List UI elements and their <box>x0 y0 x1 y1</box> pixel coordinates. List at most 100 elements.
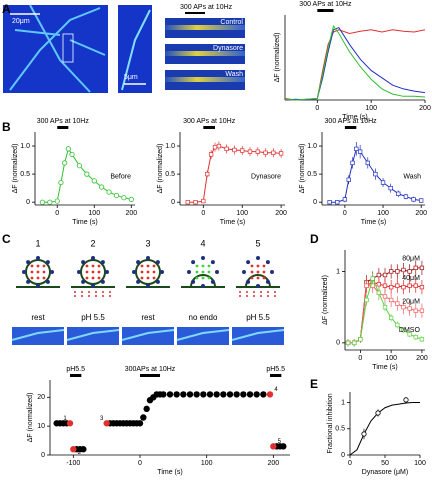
panel-label: B <box>2 120 11 134</box>
zoom-box <box>62 33 74 63</box>
dye <box>42 276 46 280</box>
marker <box>206 391 214 398</box>
x-tick-label: 0 <box>358 355 362 362</box>
y-axis-label: ΔF (normalized) <box>322 275 329 325</box>
marker <box>364 283 369 288</box>
y-tick-label: 0 <box>41 452 45 459</box>
proton <box>81 291 83 293</box>
marker <box>407 306 412 311</box>
stimulus-label: 300APs at 10Hz <box>125 366 176 373</box>
marker <box>113 192 120 199</box>
marker <box>407 269 412 274</box>
coat <box>242 270 246 274</box>
step-image <box>122 327 174 345</box>
coat <box>77 270 81 274</box>
dye <box>262 276 266 280</box>
marker <box>246 391 254 398</box>
marker <box>403 194 409 199</box>
proton <box>274 295 276 297</box>
dye <box>250 276 254 280</box>
stimulus-label: 300 APs at 10Hz <box>325 118 378 125</box>
marker <box>128 196 134 202</box>
stimulus-bar <box>70 374 82 377</box>
marker <box>270 443 277 450</box>
coat <box>26 260 31 265</box>
marker <box>395 269 400 274</box>
coat <box>191 279 196 284</box>
x-tick-label: 200 <box>267 460 279 467</box>
y-tick-label: 1.0 <box>307 143 317 150</box>
coat <box>270 270 274 274</box>
marker <box>186 391 194 398</box>
marker <box>200 391 207 398</box>
marker <box>376 272 381 278</box>
marker <box>65 146 71 152</box>
proton <box>74 295 76 297</box>
chart-label: Dynasore <box>251 173 281 180</box>
marker <box>370 276 375 281</box>
marker <box>213 391 220 398</box>
dye <box>97 264 101 268</box>
marker <box>413 308 418 313</box>
dye <box>201 270 205 274</box>
coat <box>36 256 40 260</box>
kymograph-label: Dynasore <box>213 45 243 52</box>
marker <box>278 151 284 156</box>
marker <box>66 420 74 427</box>
marker <box>419 337 425 342</box>
dye <box>152 264 156 268</box>
marker <box>401 327 406 333</box>
y-tick-label: 0 <box>341 452 345 459</box>
coat <box>26 279 31 284</box>
marker <box>382 272 388 278</box>
coat <box>81 279 86 284</box>
point-label: 5 <box>278 439 282 445</box>
proton <box>95 291 97 293</box>
dye <box>146 276 150 280</box>
step-number: 1 <box>35 238 40 248</box>
marker <box>373 171 378 177</box>
marker <box>419 198 424 203</box>
marker <box>401 304 406 310</box>
dye <box>140 276 144 280</box>
x-tick-label: 200 <box>415 210 427 217</box>
marker <box>216 143 222 149</box>
coat <box>155 279 160 284</box>
dye <box>256 270 260 274</box>
marker <box>193 391 200 398</box>
y-tick-label: 0 <box>336 340 340 347</box>
marker <box>354 146 359 151</box>
panel-label: A <box>2 2 11 16</box>
marker <box>160 391 167 398</box>
kymograph-stripe <box>165 25 245 30</box>
dye <box>85 264 89 268</box>
y-tick-label: 10 <box>37 423 45 430</box>
proton <box>267 291 269 293</box>
marker <box>407 283 412 288</box>
x-axis-label: Time (s) <box>372 364 397 371</box>
y-tick-label: 0 <box>171 199 175 206</box>
coat <box>91 284 95 288</box>
marker <box>91 178 97 184</box>
marker <box>140 414 147 421</box>
marker <box>419 265 425 271</box>
step-number: 3 <box>145 238 150 248</box>
x-tick-label: 0 <box>315 105 319 112</box>
proton <box>253 291 255 293</box>
stimulus-bar <box>203 126 215 129</box>
y-axis-label: Fractional inhibition <box>327 393 334 453</box>
series-label: 80μM <box>402 256 420 263</box>
y-tick-label: 1.0 <box>20 143 30 150</box>
dye <box>91 264 95 268</box>
point-label: 2 <box>78 450 82 456</box>
coat <box>215 270 219 274</box>
dye <box>152 270 156 274</box>
y-tick-label: 0 <box>313 199 317 206</box>
proton <box>239 295 241 297</box>
step-number: 2 <box>90 238 95 248</box>
marker <box>280 443 287 450</box>
marker <box>136 420 144 427</box>
marker <box>364 297 369 303</box>
stimulus-bar <box>344 126 357 129</box>
neurite <box>121 329 175 341</box>
